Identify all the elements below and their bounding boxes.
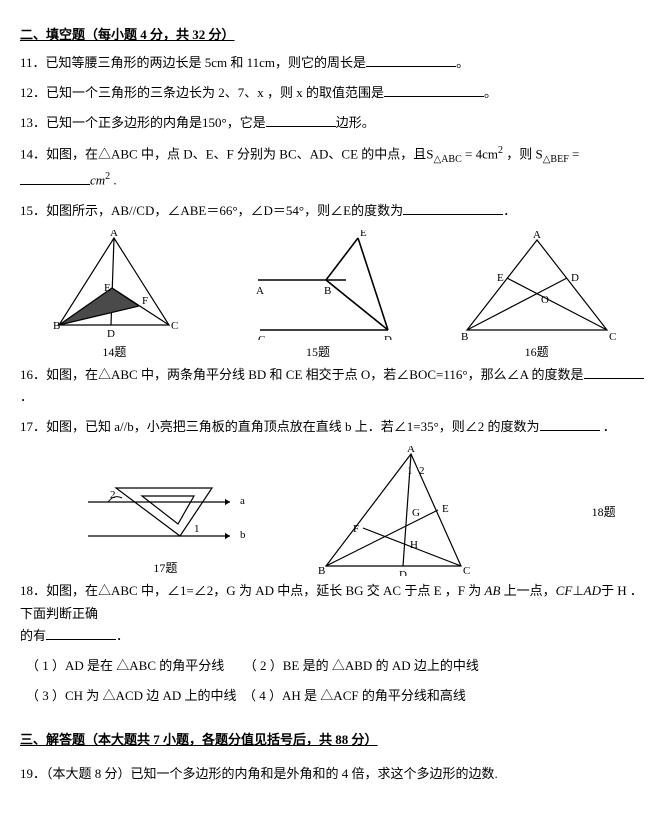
q16-blank	[584, 365, 644, 379]
q13: 13．已知一个正多边形的内角是150°，它是 边形。	[20, 112, 646, 134]
svg-text:B: B	[324, 285, 331, 297]
fig14-box: A B C D E F 14题	[49, 230, 179, 362]
svg-text:E: E	[497, 272, 504, 284]
q12-blank	[384, 83, 484, 97]
q18-blank	[46, 626, 116, 640]
svg-text:A: A	[256, 285, 264, 297]
svg-text:1: 1	[194, 523, 200, 535]
q16-tail: ．	[20, 389, 33, 404]
q17-text: 17．如图，已知 a//b，小亮把三角板的直角顶点放在直线 b 上．若∠1=35…	[20, 419, 540, 434]
q11: 11．已知等腰三角形的两边长是 5cm 和 11cm，则它的周长是 。	[20, 52, 646, 74]
svg-text:F: F	[353, 523, 359, 535]
q12: 12．已知一个三角形的三条边长为 2、7、x ，则 x 的取值范围是 。	[20, 82, 646, 104]
fig14-label: 14题	[49, 342, 179, 362]
q18-i2: CF	[556, 583, 573, 598]
q16-text: 16．如图，在△ABC 中，两条角平分线 BD 和 CE 相交于点 O，若∠BO…	[20, 367, 584, 382]
fig14-svg: A B C D E F	[49, 230, 179, 340]
fig16-box: A B C E D O 16题	[457, 230, 617, 362]
q17-blank	[540, 417, 600, 431]
svg-text:2: 2	[419, 465, 425, 477]
spacer	[20, 715, 646, 725]
section3-title: 三、解答题（本大题共 7 小题，各题分值见括号后，共 88 分）	[20, 729, 646, 751]
svg-text:D: D	[571, 272, 579, 284]
fig15-svg: E A B C D	[238, 230, 398, 340]
q18-opt2: （ 3 ）CH 为 △ACD 边 AD 上的中线 （ 4 ）AH 是 △ACF …	[26, 685, 646, 707]
q14-tail: .	[110, 173, 117, 188]
section2-title: 二、填空题（每小题 4 分，共 32 分）	[20, 24, 646, 46]
q14-mid2: ，则 S	[503, 147, 543, 162]
svg-text:B: B	[53, 320, 60, 332]
svg-text:D: D	[399, 569, 407, 576]
q14-mid3: =	[569, 147, 580, 162]
svg-text:B: B	[461, 331, 468, 340]
svg-text:C: C	[258, 334, 265, 340]
svg-text:H: H	[410, 539, 418, 551]
fig18-svg: A B C D G E F H 12	[311, 446, 491, 576]
q15: 15．如图所示，AB//CD，∠ABE＝66°，∠D＝54°，则∠E的度数为 ．	[20, 200, 646, 222]
svg-text:C: C	[463, 565, 470, 576]
q18-l2-tail: ．	[116, 628, 129, 643]
svg-text:G: G	[412, 507, 420, 519]
svg-text:a: a	[240, 495, 245, 507]
q14-sub2: △BEF	[543, 154, 569, 165]
q12-text: 12．已知一个三角形的三条边长为 2、7、x ，则 x 的取值范围是	[20, 85, 384, 100]
figs-row-2: 21ab 17题 ABCDGEFH12 18题	[20, 446, 646, 578]
fig17-box: 21ab 17题	[80, 466, 250, 578]
svg-text:A: A	[407, 446, 415, 455]
q11-tail: 。	[456, 55, 469, 70]
q18-i1: AB	[485, 583, 501, 598]
q18-l1-mid: 上一点，	[500, 583, 555, 598]
q17-tail: ．	[600, 419, 616, 434]
q18: 18．如图，在△ABC 中，∠1=∠2，G 为 AD 中点，延长 BG 交 AC…	[20, 580, 646, 646]
q14-sub1: △ABC	[434, 154, 462, 165]
svg-text:B: B	[318, 565, 325, 576]
q18-l2: 的有	[20, 628, 46, 643]
svg-text:1: 1	[407, 465, 413, 477]
q18-i3: AD	[584, 583, 601, 598]
fig15-box: E A B C D 15题	[238, 230, 398, 362]
svg-text:C: C	[609, 331, 616, 340]
fig16-label: 16题	[457, 342, 617, 362]
q14-pre: 14．如图，在△ABC 中，点 D、E、F 分别为 BC、AD、CE 的中点，且…	[20, 147, 434, 162]
fig17-label: 17题	[80, 558, 250, 578]
svg-text:E: E	[104, 282, 111, 294]
svg-text:A: A	[533, 230, 541, 241]
fig18-label: 18题	[592, 502, 616, 522]
q14: 14．如图，在△ABC 中，点 D、E、F 分别为 BC、AD、CE 的中点，且…	[20, 142, 646, 191]
fig17-svg: 21ab	[80, 466, 250, 556]
svg-text:D: D	[107, 328, 115, 340]
fig18-label-box: 18题	[592, 502, 616, 522]
q19: 19．（本大题 8 分）已知一个多边形的内角和是外角和的 4 倍，求这个多边形的…	[20, 763, 646, 785]
svg-text:b: b	[240, 529, 246, 541]
svg-text:F: F	[142, 295, 148, 307]
q18-l1-mid2: ⊥	[572, 583, 583, 598]
q15-text: 15．如图所示，AB//CD，∠ABE＝66°，∠D＝54°，则∠E的度数为	[20, 203, 403, 218]
fig15-label: 15题	[238, 342, 398, 362]
svg-text:E: E	[360, 230, 367, 239]
svg-text:O: O	[541, 294, 549, 306]
q14-unit: cm	[90, 173, 105, 188]
q18-opt1: （ 1 ）AD 是在 △ABC 的角平分线 （ 2 ）BE 是的 △ABD 的 …	[26, 655, 646, 677]
q11-text: 11．已知等腰三角形的两边长是 5cm 和 11cm，则它的周长是	[20, 55, 366, 70]
q14-blank	[20, 171, 90, 185]
q15-tail: ．	[503, 203, 516, 218]
svg-text:A: A	[110, 230, 118, 239]
q15-blank	[403, 201, 503, 215]
q13-blank	[266, 113, 336, 127]
q18-l1-pre: 18．如图，在△ABC 中，∠1=∠2，G 为 AD 中点，延长 BG 交 AC…	[20, 583, 485, 598]
q14-mid: = 4cm	[462, 147, 498, 162]
q11-blank	[366, 53, 456, 67]
figs-row-1: A B C D E F 14题 E A B C D 15题 A B C E D O 16题	[20, 230, 646, 362]
svg-text:E: E	[442, 503, 449, 515]
q16: 16．如图，在△ABC 中，两条角平分线 BD 和 CE 相交于点 O，若∠BO…	[20, 364, 646, 408]
svg-text:C: C	[171, 320, 178, 332]
q13-pre: 13．已知一个正多边形的内角是150°，它是	[20, 115, 266, 130]
q17: 17．如图，已知 a//b，小亮把三角板的直角顶点放在直线 b 上．若∠1=35…	[20, 416, 646, 438]
q13-post: 边形。	[336, 115, 375, 130]
fig16-svg: A B C E D O	[457, 230, 617, 340]
q12-tail: 。	[484, 85, 497, 100]
svg-text:D: D	[384, 334, 392, 340]
fig18-box: A B C D G E F H 12	[311, 446, 491, 578]
